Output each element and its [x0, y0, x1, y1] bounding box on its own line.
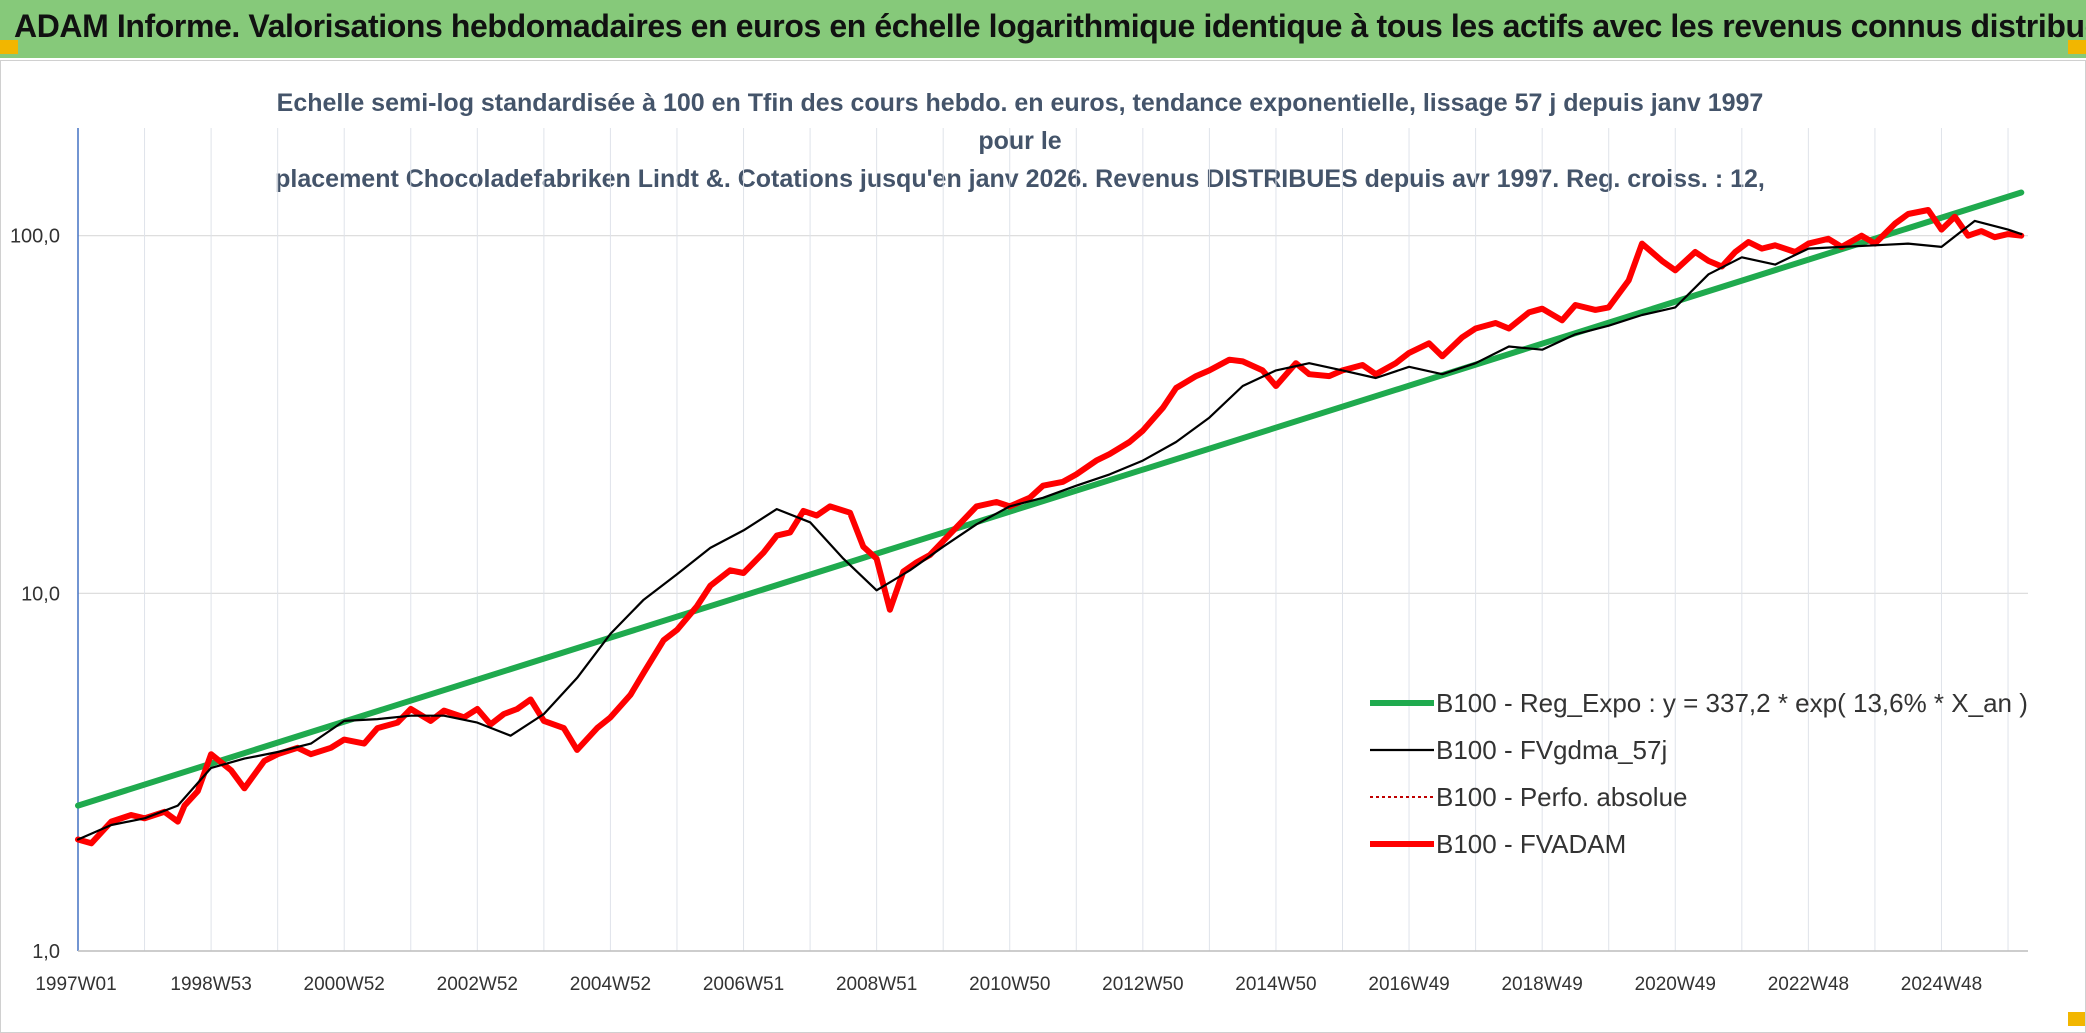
y-tick-label: 10,0 [21, 583, 60, 605]
x-tick-label: 1998W53 [170, 974, 251, 995]
y-tick-label: 100,0 [10, 226, 60, 248]
y-tick-label: 1,0 [32, 941, 60, 963]
legend-label-2: B100 - Perfo. absolue [1436, 782, 1688, 812]
x-tick-label: 2002W52 [437, 974, 518, 995]
x-tick-label: 2016W49 [1368, 974, 1449, 995]
chart-legend: B100 - Reg_Expo : y = 337,2 * exp( 13,6%… [1370, 688, 2028, 859]
x-tick-label: 2004W52 [570, 974, 651, 995]
corner-mark-bottom-right [2068, 1012, 2086, 1026]
series-line-3 [75, 207, 2025, 847]
x-tick-label: 2024W48 [1901, 974, 1982, 995]
chart-title-line-2: placement Chocoladefabriken Lindt &. Cot… [275, 165, 1765, 193]
legend-label-0: B100 - Reg_Expo : y = 337,2 * exp( 13,6%… [1436, 688, 2028, 718]
series-lines [75, 189, 2025, 847]
legend-label-1: B100 - FVgdma_57j [1436, 735, 1667, 765]
chart-title: Echelle semi-log standardisée à 100 en T… [260, 84, 1780, 198]
series-line-1 [76, 219, 2023, 841]
page-title: ADAM Informe. Valorisations hebdomadaire… [14, 8, 2086, 44]
legend-label-3: B100 - FVADAM [1436, 829, 1626, 859]
x-tick-label: 2008W51 [836, 974, 917, 995]
corner-mark-top-left [0, 40, 18, 54]
axis-ticks: 1,0 10,0 100,0 1997W01 1998W53 2000W52 2002W52… [10, 226, 1982, 995]
x-tick-label: 2006W51 [703, 974, 784, 995]
x-tick-label: 2020W49 [1635, 974, 1716, 995]
x-tick-label: 2018W49 [1501, 974, 1582, 995]
corner-mark-top-right [2068, 40, 2086, 54]
x-tick-label: 2014W50 [1235, 974, 1316, 995]
chart-title-line-1: Echelle semi-log standardisée à 100 en T… [276, 89, 1764, 155]
x-tick-label: 2022W48 [1768, 974, 1849, 995]
x-tick-label: 2000W52 [304, 974, 385, 995]
x-tick-label: 1997W01 [35, 974, 116, 995]
header-banner: ADAM Informe. Valorisations hebdomadaire… [0, 0, 2086, 58]
series-line-0 [75, 189, 2025, 809]
x-tick-label: 2012W50 [1102, 974, 1183, 995]
x-tick-label: 2010W50 [969, 974, 1050, 995]
